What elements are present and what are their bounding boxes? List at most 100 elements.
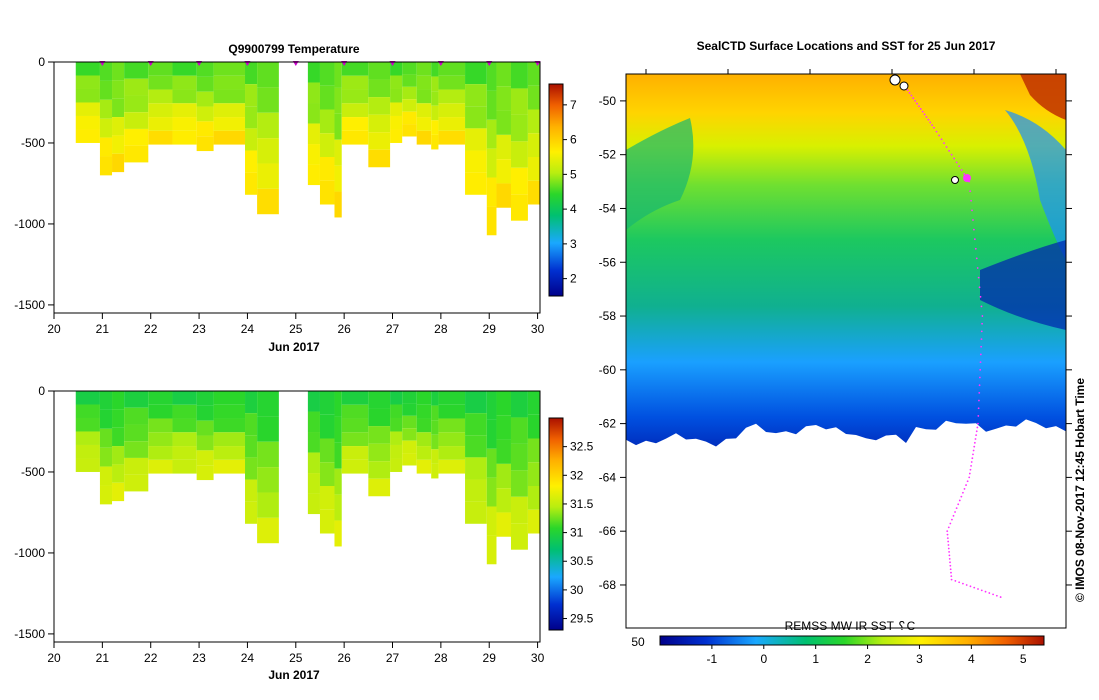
heatmap-cell	[402, 74, 417, 87]
track-point	[958, 165, 961, 168]
y-tick-label: -500	[21, 136, 45, 150]
heatmap-cell	[319, 438, 335, 463]
heatmap-cell	[307, 164, 320, 186]
map-y-tick-label: -54	[599, 201, 617, 215]
x-tick-label: 21	[96, 322, 110, 336]
panel1-colorbar-ticks: 2 3 4 5 6 7	[563, 98, 577, 286]
heatmap-cell	[341, 391, 369, 405]
track-point	[970, 461, 973, 463]
heatmap-cell	[334, 442, 342, 469]
map-cold-east-deep	[980, 240, 1066, 330]
heatmap-cell	[510, 417, 528, 444]
map-seal-track	[906, 89, 1002, 598]
map-y-tick-label: -58	[599, 309, 617, 323]
track-point	[953, 157, 956, 160]
heatmap-cell	[172, 391, 197, 405]
x-tick-label: 26	[337, 322, 351, 336]
heatmap-cell	[390, 129, 403, 143]
track-point	[973, 228, 975, 231]
heatmap-cell	[172, 446, 197, 460]
heatmap-cell	[307, 432, 320, 453]
heatmap-cell	[75, 62, 100, 76]
heatmap-cell	[307, 82, 320, 104]
x-tick-label: 22	[144, 322, 158, 336]
heatmap-cell	[402, 440, 417, 454]
map-green-tongue-west	[626, 118, 694, 230]
heatmap-cell	[334, 520, 342, 547]
heatmap-cell	[465, 501, 487, 524]
heatmap-cell	[496, 86, 511, 111]
track-point	[963, 172, 966, 175]
panel1-title: Q9900799 Temperature	[228, 42, 360, 56]
heatmap-cell	[438, 418, 466, 433]
heatmap-cell	[496, 159, 511, 184]
panel2-xlabel: Jun 2017	[268, 668, 320, 682]
heatmap-cell	[510, 470, 528, 497]
heatmap-cell	[368, 149, 391, 168]
track-point	[973, 586, 976, 589]
credit-text: © IMOS 08-Nov-2017 12:45 Hobart Time	[1073, 378, 1087, 602]
y-tick-label: 0	[38, 55, 45, 69]
track-point	[949, 564, 952, 567]
heatmap-cell	[99, 62, 113, 81]
heatmap-cell	[99, 118, 113, 138]
track-point	[916, 102, 918, 105]
track-point	[974, 438, 977, 440]
track-point	[969, 585, 972, 588]
track-point	[950, 153, 953, 156]
heatmap-cell	[196, 62, 214, 77]
heatmap-cell	[99, 156, 113, 176]
heatmap-cell	[245, 479, 258, 502]
map-title: SealCTD Surface Locations and SST for 25…	[697, 39, 996, 53]
heatmap-cell	[341, 62, 369, 76]
track-point	[952, 514, 955, 517]
heatmap-cell	[341, 103, 369, 118]
heatmap-cell	[486, 148, 497, 178]
heatmap-cell	[124, 474, 149, 492]
heatmap-cell	[99, 99, 113, 119]
track-point	[929, 121, 932, 124]
heatmap-cell	[334, 494, 342, 521]
heatmap-cell	[527, 85, 540, 110]
map-island-markers	[889, 74, 971, 184]
heatmap-cell	[99, 409, 113, 429]
heatmap-cell	[75, 115, 100, 130]
heatmap-cell	[486, 477, 497, 507]
heatmap-cell	[431, 62, 439, 77]
x-tick-label: 23	[192, 322, 206, 336]
panel2-colorbar-ticks: 29.5 30 30.5 31 31.5 32 32.5	[563, 440, 594, 626]
track-point	[955, 161, 958, 164]
track-point	[972, 453, 974, 456]
heatmap-cell	[368, 426, 391, 444]
heatmap-cell	[390, 88, 403, 103]
track-point	[975, 257, 978, 260]
y-tick-label: -1000	[14, 546, 45, 560]
map-y-tick-label: -52	[599, 148, 617, 162]
heatmap-cell	[307, 103, 320, 124]
heatmap-cell	[527, 157, 540, 181]
map-axes: -50 -52 -54 -56 -58 -60 -62 -64 -66 -68	[599, 69, 1072, 592]
heatmap-cell	[75, 129, 100, 143]
heatmap-cell	[416, 432, 432, 447]
track-point	[931, 124, 934, 126]
heatmap-cell	[368, 391, 391, 409]
heatmap-cell	[402, 124, 417, 137]
heatmap-cell	[527, 180, 540, 205]
track-point	[979, 368, 982, 371]
heatmap-cell	[148, 117, 173, 131]
track-point	[935, 130, 938, 133]
map-colorbar	[659, 635, 1045, 646]
heatmap-cell	[431, 434, 439, 450]
heatmap-cell	[368, 97, 391, 115]
heatmap-cell	[496, 463, 511, 489]
heatmap-cell	[307, 473, 320, 494]
track-point	[945, 146, 948, 148]
track-point	[969, 190, 972, 193]
track-point	[962, 582, 964, 585]
track-point	[914, 99, 917, 102]
heatmap-cell	[368, 478, 391, 497]
track-point	[949, 561, 951, 564]
heatmap-cell	[112, 153, 125, 173]
heatmap-cell	[368, 114, 391, 133]
